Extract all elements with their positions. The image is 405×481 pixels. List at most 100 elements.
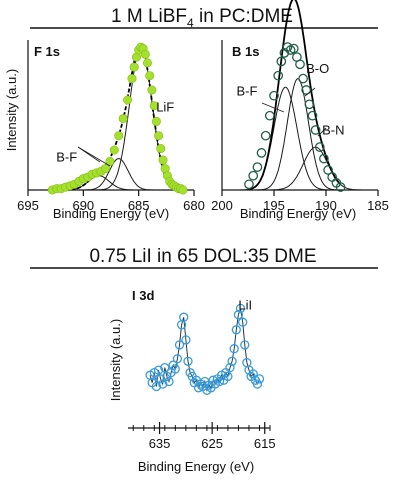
i3d-tick-label: 625 [201, 436, 223, 451]
f1s-tick-label: 680 [183, 198, 205, 213]
section1-title-main: 1 M LiBF [111, 6, 187, 27]
b1s-data-point [298, 73, 308, 84]
i3d-peak-annotation: LiI [238, 298, 252, 313]
i3d-data-point [254, 374, 265, 384]
i3d-panel: Intensity (a.u.) Binding Energy (eV) I 3… [108, 288, 276, 474]
b1s-leader-line [261, 102, 285, 113]
f1s-data-point [114, 131, 124, 141]
f1s-tick-label: 695 [17, 198, 39, 213]
i3d-data-point [174, 340, 185, 350]
b1s-component-curve [240, 146, 378, 191]
b1s-data-point [304, 99, 315, 110]
b1s-data-point [295, 59, 305, 70]
i3d-data-point [153, 365, 164, 375]
b1s-tick-label: 185 [367, 198, 389, 213]
b1s-data-point [248, 170, 259, 181]
i3d-data-point [227, 356, 237, 366]
b1s-data-point [269, 90, 279, 101]
section1-title-subscript: 4 [187, 16, 194, 30]
b1s-data-point [276, 56, 287, 67]
f1s-data-point [127, 74, 137, 84]
i3d-data-point [229, 344, 239, 354]
i3d-data-point [172, 354, 183, 364]
b1s-data-point [282, 42, 293, 52]
f1s-leader-line [77, 146, 111, 167]
i3d-data-point [160, 362, 170, 373]
f1s-peak-annotation: B-F [56, 149, 77, 164]
f1s-data-point [154, 131, 164, 141]
b1s-data-point [256, 148, 267, 158]
i3d-data-point [235, 303, 246, 314]
i3d-data-point [170, 364, 180, 374]
b1s-leader-line [304, 87, 316, 97]
i3d-data-point [248, 369, 258, 379]
i3d-data-point [252, 379, 263, 389]
i3d-ylabel: Intensity (a.u.) [108, 319, 123, 401]
i3d-xlabel: Binding Energy (eV) [138, 459, 254, 474]
i3d-tick-label: 615 [254, 436, 276, 451]
i3d-data-point [240, 340, 250, 350]
b1s-tick-label: 200 [211, 198, 233, 213]
b1s-xlabel: Binding Energy (eV) [240, 206, 356, 221]
f1s-ylabel: Intensity (a.u.) [4, 69, 19, 151]
i3d-data-point [158, 379, 168, 389]
b1s-data-point [260, 130, 271, 141]
b1s-leader-line [317, 127, 327, 137]
f1s-data-point [149, 101, 159, 111]
b1s-data-point [279, 48, 290, 58]
i3d-data-point [183, 356, 193, 366]
b1s-data-point [288, 43, 299, 54]
i3d-tick-label: 635 [149, 436, 171, 451]
f1s-tick-label: 685 [128, 198, 150, 213]
f1s-data-point [140, 49, 150, 59]
i3d-data-point [164, 376, 174, 387]
section1-title: 1 M LiBF4 in PC:DME [111, 6, 293, 30]
f1s-peak-annotation: LiF [156, 99, 174, 114]
i3d-panel-label: I 3d [132, 288, 154, 303]
i3d-data-point [238, 317, 248, 327]
b1s-tick-label: 195 [263, 198, 285, 213]
f1s-panel: Intensity (a.u.) Binding Energy (eV) F 1… [4, 40, 205, 221]
i3d-data-point [151, 381, 162, 392]
b1s-data-point [301, 85, 312, 95]
b1s-data-point [244, 179, 254, 190]
i3d-data-point [155, 374, 166, 384]
f1s-data-point [156, 144, 166, 154]
i3d-data-point [214, 376, 225, 387]
f1s-data-point [151, 116, 161, 126]
f1s-data-point [109, 145, 119, 155]
b1s-data-point [273, 70, 284, 81]
i3d-data-point [231, 325, 241, 335]
section2-title: 0.75 LiI in 65 DOL:35 DME [89, 246, 316, 267]
f1s-data-point [158, 155, 168, 165]
i3d-data-point [225, 362, 235, 373]
b1s-data-point [264, 110, 275, 121]
f1s-data-point [129, 62, 139, 72]
i3d-data-point [179, 312, 189, 322]
i3d-data-point [233, 310, 244, 320]
f1s-data-point [101, 164, 111, 174]
i3d-data-point [181, 335, 191, 345]
f1s-panel-label: F 1s [34, 44, 60, 59]
b1s-data-point [335, 182, 346, 192]
f1s-data-point [118, 114, 128, 124]
f1s-tick-label: 690 [72, 198, 94, 213]
f1s-data-point [145, 71, 155, 81]
b1s-data-point [319, 153, 329, 164]
f1s-data-point [178, 185, 188, 195]
b1s-data-point [310, 125, 321, 135]
b1s-data-point [307, 110, 318, 121]
b1s-peak-annotation: B-O [306, 61, 329, 76]
b1s-panel: Binding Energy (eV) B 1s 200 195 190 185 B-O… [211, 0, 389, 221]
b1s-panel-label: B 1s [232, 44, 259, 59]
f1s-data-point [147, 85, 157, 95]
b1s-peak-annotation: B-N [322, 122, 344, 137]
b1s-data-point [252, 162, 263, 172]
b1s-data-point [314, 142, 325, 152]
f1s-data-point [143, 58, 153, 68]
b1s-peak-annotation: B-F [236, 84, 257, 99]
f1s-data-point [123, 95, 133, 105]
b1s-tick-label: 190 [315, 198, 337, 213]
section1-title-rest: in PC:DME [194, 6, 293, 27]
